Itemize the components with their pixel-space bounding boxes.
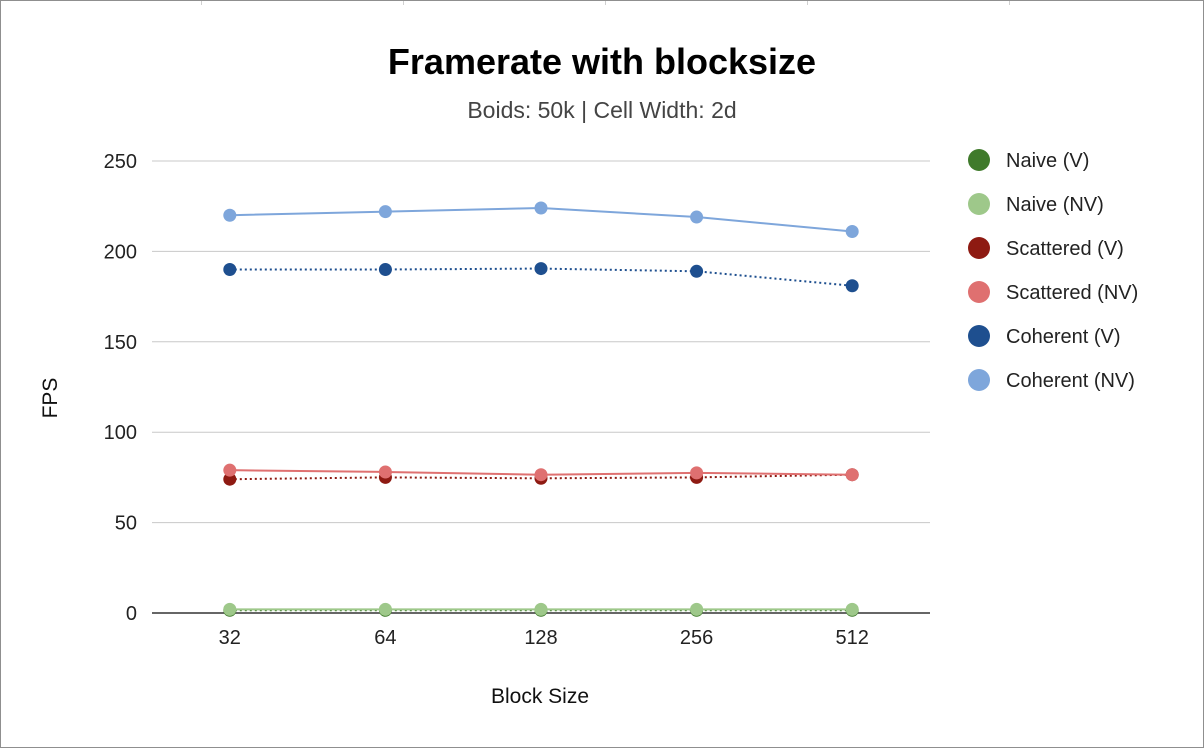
data-point	[845, 468, 859, 482]
data-point	[845, 602, 859, 616]
data-point	[223, 262, 237, 276]
y-tick-label: 150	[104, 332, 137, 354]
legend-marker	[968, 369, 990, 391]
legend-marker	[968, 237, 990, 259]
legend-marker	[968, 193, 990, 215]
series-3	[223, 463, 859, 482]
grid-header-line	[403, 1, 404, 5]
data-point	[223, 602, 237, 616]
legend-label: Coherent (V)	[1006, 326, 1121, 348]
x-axis-ticks: 32 64 128 256 512	[219, 627, 869, 649]
data-point	[378, 602, 392, 616]
y-tick-label: 200	[104, 241, 137, 263]
chart-title: Framerate with blocksize	[388, 41, 816, 82]
series-group	[223, 201, 859, 617]
data-point	[690, 466, 704, 480]
legend-label: Scattered (NV)	[1006, 282, 1138, 304]
x-tick-label: 128	[524, 627, 557, 649]
y-tick-label: 100	[104, 422, 137, 444]
chart-subtitle: Boids: 50k | Cell Width: 2d	[467, 97, 736, 123]
data-point	[690, 210, 704, 224]
data-point	[534, 468, 548, 482]
grid-header-line	[1009, 1, 1010, 5]
y-tick-label: 0	[126, 603, 137, 625]
legend-label: Coherent (NV)	[1006, 370, 1135, 392]
data-point	[534, 602, 548, 616]
data-point	[690, 264, 704, 278]
series-5	[223, 201, 859, 239]
data-point	[534, 201, 548, 215]
legend: Naive (V) Naive (NV) Scattered (V) Scattere…	[968, 149, 1138, 392]
grid-header-line	[807, 1, 808, 5]
grid-header-line	[201, 1, 202, 5]
data-point	[378, 205, 392, 219]
legend-marker	[968, 149, 990, 171]
data-point	[378, 465, 392, 479]
data-point	[223, 472, 237, 486]
x-tick-label: 256	[680, 627, 713, 649]
data-point	[690, 602, 704, 616]
series-4	[223, 262, 859, 293]
x-tick-label: 64	[374, 627, 396, 649]
y-axis-label: FPS	[39, 378, 62, 419]
legend-label: Scattered (V)	[1006, 238, 1124, 260]
legend-marker	[968, 281, 990, 303]
legend-marker	[968, 325, 990, 347]
data-point	[845, 279, 859, 293]
data-point	[223, 463, 237, 477]
series-1	[223, 602, 859, 616]
data-point	[378, 262, 392, 276]
y-axis-ticks: 0 50 100 150 200 250	[104, 151, 137, 625]
grid-header-line	[605, 1, 606, 5]
data-point	[223, 208, 237, 222]
legend-label: Naive (V)	[1006, 150, 1089, 172]
y-tick-label: 250	[104, 151, 137, 173]
legend-label: Naive (NV)	[1006, 194, 1104, 216]
x-axis-label: Block Size	[491, 685, 589, 708]
y-tick-label: 50	[115, 513, 137, 535]
x-tick-label: 512	[836, 627, 869, 649]
x-tick-label: 32	[219, 627, 241, 649]
data-point	[845, 225, 859, 239]
data-point	[534, 262, 548, 276]
